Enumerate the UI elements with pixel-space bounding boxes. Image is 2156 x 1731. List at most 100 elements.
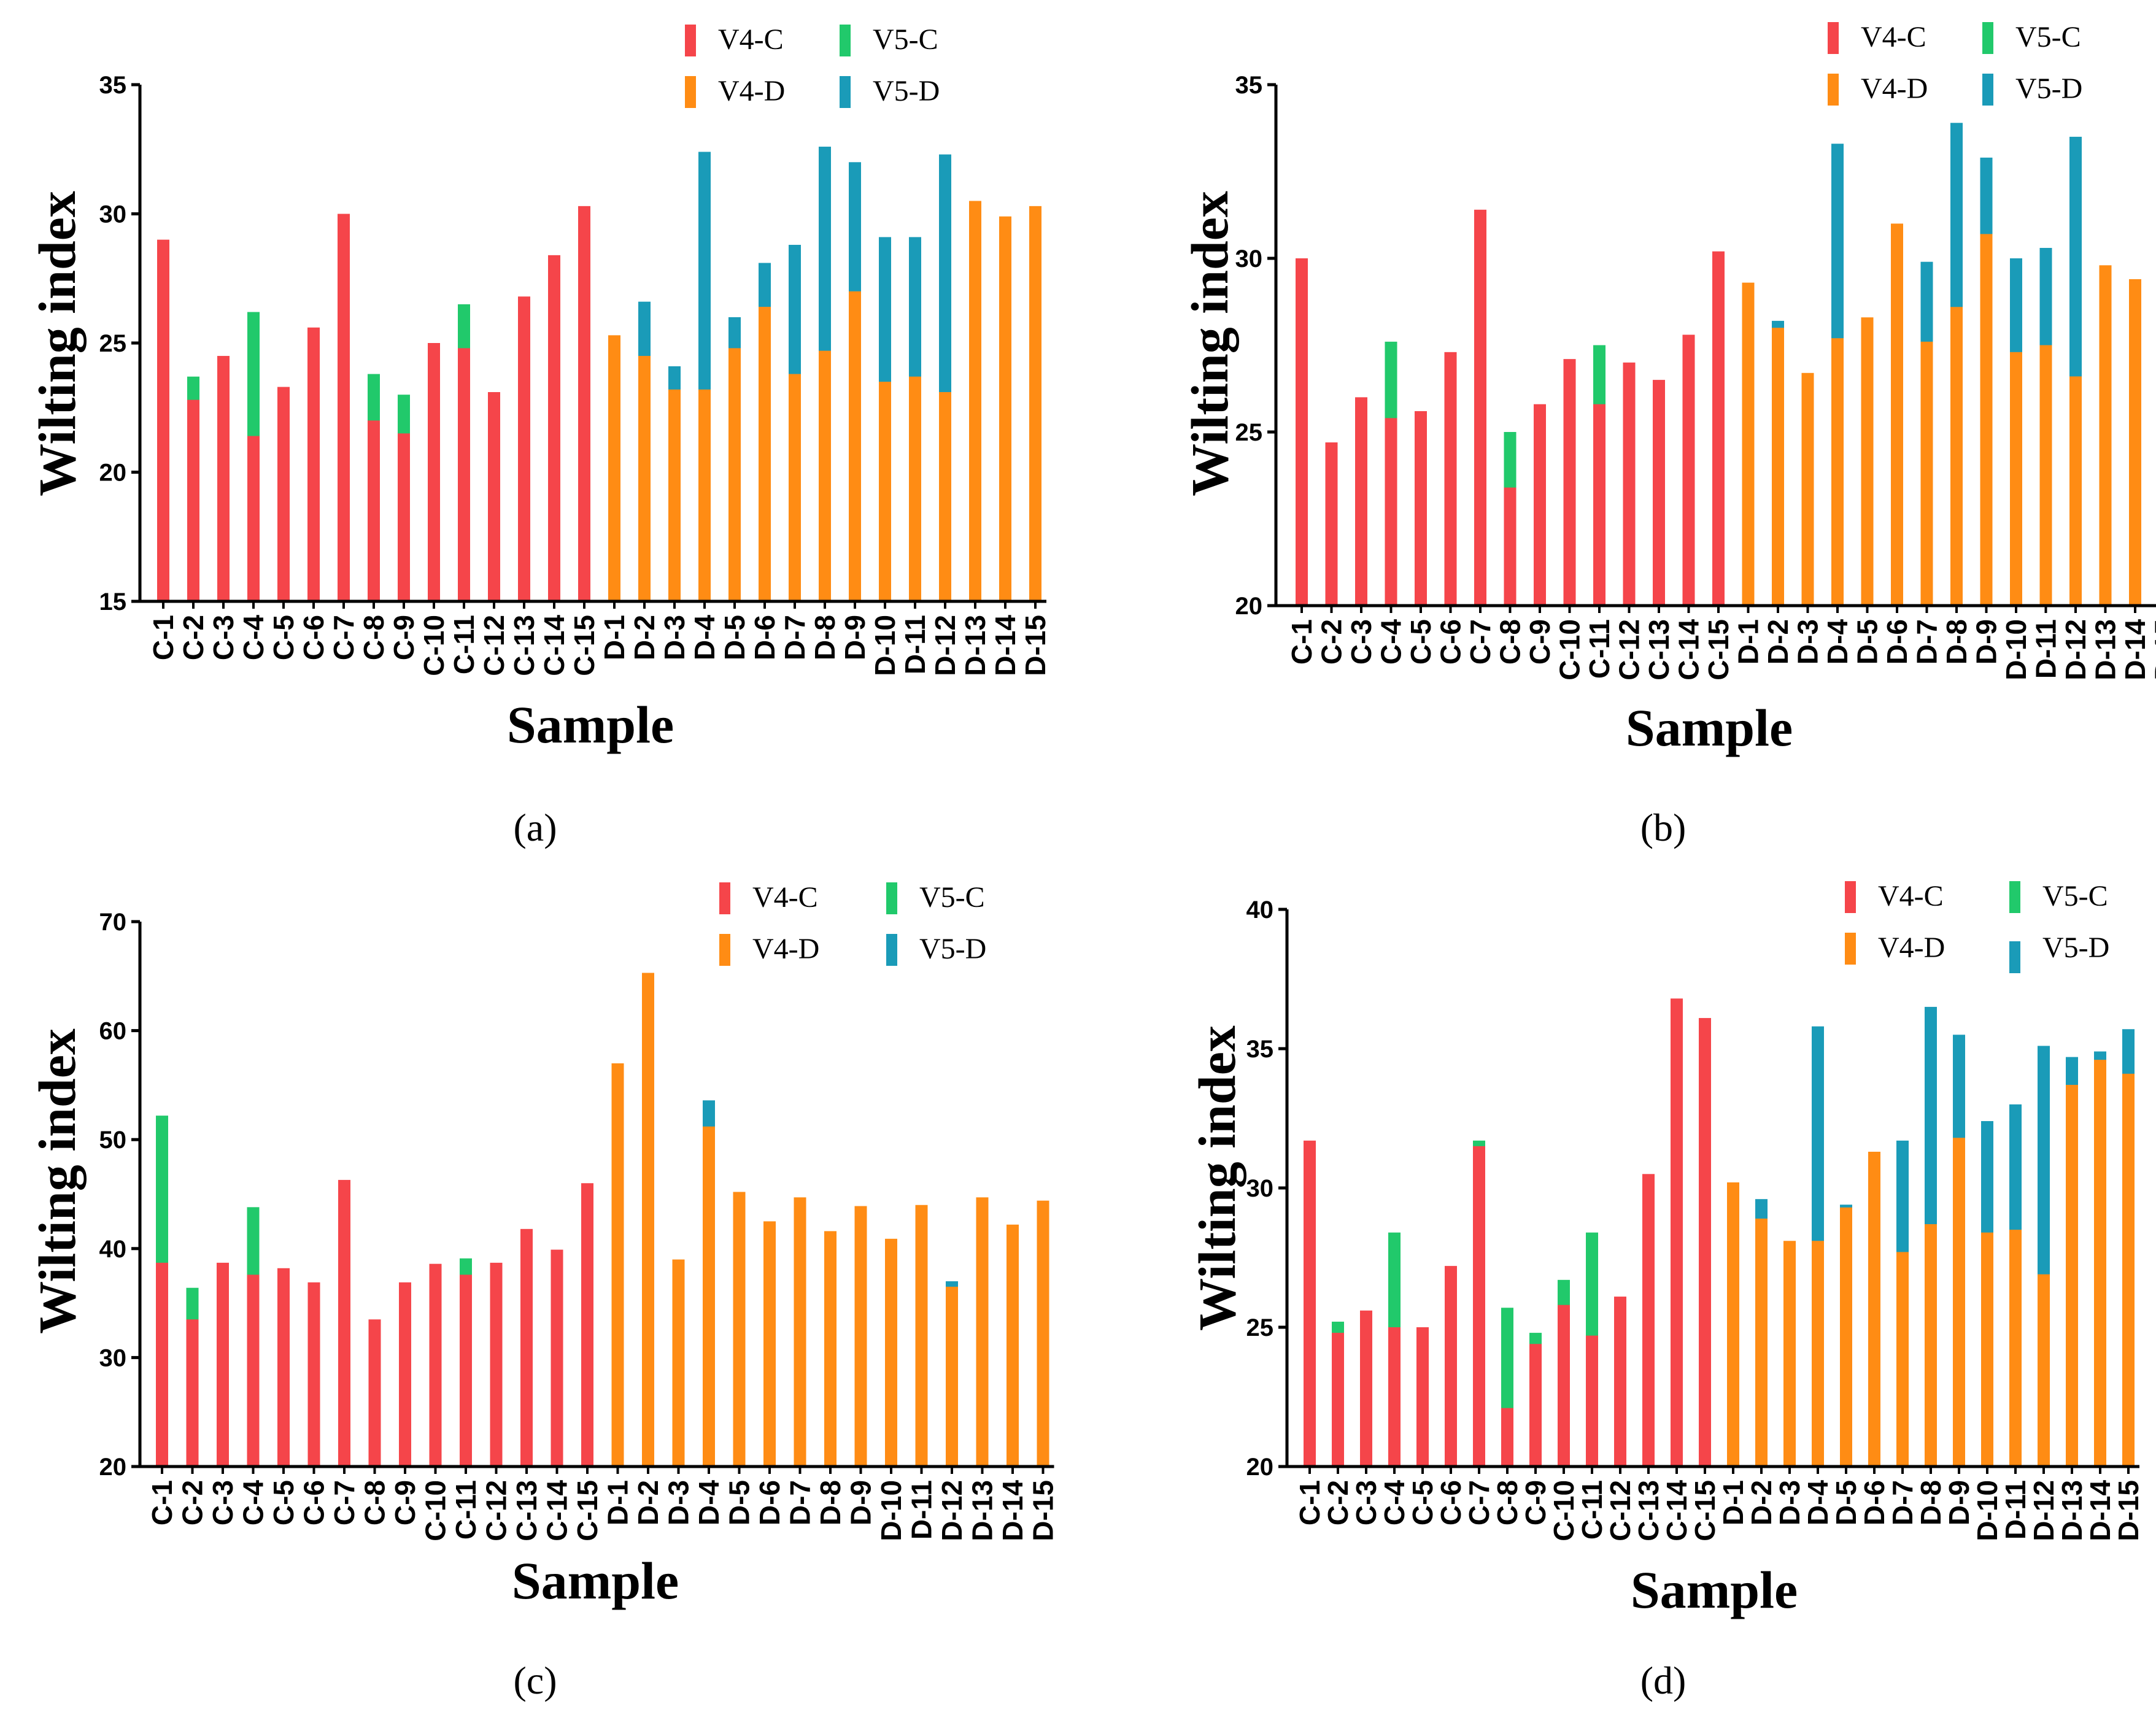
legend-label: V5-D <box>2042 931 2109 964</box>
bar-D-10-V4-D <box>2010 352 2022 606</box>
x-tick-label: D-5 <box>1830 1480 1862 1525</box>
bar-D-4-V4-D <box>698 389 711 601</box>
bar-C-7-V4-C <box>1473 1146 1485 1467</box>
legend-swatch <box>840 25 851 56</box>
x-tick-label: C-9 <box>1520 1480 1551 1525</box>
y-tick-label: 30 <box>1235 245 1263 272</box>
x-tick-label: C-1 <box>1286 619 1318 665</box>
bar-D-1-V4-D <box>608 335 620 601</box>
legend-entry-V4-C: V4-C <box>685 23 784 56</box>
bar-C-13-V4-C <box>520 1228 533 1467</box>
bar-D-15-V4-D <box>2122 1073 2135 1467</box>
legend-label: V5-C <box>2015 21 2081 53</box>
x-axis-title: Sample <box>1626 698 1793 757</box>
x-tick-label: C-5 <box>268 1480 299 1525</box>
legend-label: V4-C <box>718 23 784 56</box>
bar-D-12-V4-D <box>2038 1274 2050 1467</box>
bar-C-1-V4-C <box>1304 1140 1316 1467</box>
bar-D-9-V4-D <box>1953 1138 1965 1467</box>
x-tick-label: C-2 <box>1316 619 1348 665</box>
legend-swatch <box>2009 941 2020 973</box>
bar-C-13-V4-C <box>518 296 530 601</box>
legend-entry-V5-D: V5-D <box>2009 931 2109 973</box>
bar-D-6-V4-D <box>1891 223 1903 606</box>
x-tick-label: D-9 <box>1971 619 2003 665</box>
x-tick-label: C-9 <box>388 615 420 660</box>
bar-C-8-V4-C <box>1504 487 1517 606</box>
bar-D-8-V4-D <box>1925 1224 1937 1467</box>
y-tick-label: 50 <box>99 1127 127 1154</box>
x-tick-label: D-10 <box>2000 619 2032 680</box>
bar-D-14-V4-D <box>2094 1060 2106 1467</box>
x-tick-label: D-14 <box>2084 1480 2116 1541</box>
x-tick-label: D-1 <box>1717 1480 1749 1525</box>
y-tick-label: 25 <box>99 330 127 357</box>
x-tick-label: D-15 <box>2149 619 2156 680</box>
x-tick-label: D-13 <box>967 1480 999 1541</box>
x-tick-label: C-15 <box>571 1480 603 1541</box>
legend-swatch <box>1828 22 1839 54</box>
bar-C-1-V4-C <box>157 239 169 602</box>
bar-C-3-V4-C <box>1355 397 1367 606</box>
y-tick-label: 30 <box>1246 1175 1274 1202</box>
legend-entry-V5-C: V5-C <box>2009 880 2108 913</box>
x-tick-label: C-2 <box>177 615 209 660</box>
bar-C-5-V4-C <box>1415 411 1427 606</box>
x-tick-label: C-4 <box>1375 619 1407 665</box>
bar-D-12-V4-D <box>939 391 951 601</box>
y-tick-label: 20 <box>1246 1454 1274 1481</box>
x-tick-label: C-11 <box>1583 619 1615 679</box>
x-tick-label: D-1 <box>1733 619 1764 665</box>
legend-label: V4-C <box>1878 880 1944 912</box>
x-tick-label: D-2 <box>1762 619 1794 665</box>
legend-swatch <box>1982 74 1993 106</box>
panel-label: (d) <box>1640 1659 1687 1702</box>
bar-D-10-V4-D <box>879 382 891 601</box>
bar-D-3-V4-D <box>672 1259 685 1467</box>
x-tick-label: C-10 <box>1548 1480 1580 1541</box>
bar-C-15-V4-C <box>581 1183 593 1467</box>
x-tick-label: C-7 <box>328 615 360 660</box>
x-tick-label: C-3 <box>1345 619 1377 665</box>
x-tick-label: C-14 <box>1673 619 1705 680</box>
x-tick-label: C-12 <box>1613 619 1645 680</box>
bar-C-2-V4-C <box>1332 1333 1344 1467</box>
legend-swatch <box>1845 881 1856 913</box>
panel-label: (c) <box>513 1659 557 1702</box>
bar-D-15-V4-D <box>1029 206 1041 601</box>
chart-c: C-1C-2C-3C-4C-5C-6C-7C-8C-9C-10C-11C-12C… <box>28 881 1059 1702</box>
x-tick-label: C-5 <box>1405 619 1437 665</box>
bar-C-9-V4-C <box>1529 1344 1542 1467</box>
x-tick-label: C-13 <box>1632 1480 1664 1541</box>
legend-label: V4-D <box>718 75 785 107</box>
x-tick-label: D-14 <box>2119 619 2151 680</box>
x-tick-label: D-6 <box>1881 619 1913 665</box>
bar-C-4-V4-C <box>1385 418 1397 606</box>
bar-D-12-V4-D <box>946 1286 958 1467</box>
x-tick-label: C-8 <box>1494 619 1526 665</box>
x-tick-label: C-15 <box>568 615 600 676</box>
x-tick-label: D-15 <box>2112 1480 2144 1541</box>
x-tick-label: C-3 <box>207 1480 239 1525</box>
x-tick-label: D-11 <box>2030 619 2062 679</box>
x-tick-label: D-13 <box>959 615 991 676</box>
x-tick-label: D-13 <box>2090 619 2122 680</box>
x-tick-label: C-15 <box>1702 619 1734 680</box>
bar-D-2-V4-D <box>638 356 651 601</box>
y-axis-title: Wilting index <box>28 191 87 496</box>
bar-D-10-V4-D <box>1981 1232 1993 1467</box>
x-tick-label: D-5 <box>724 1480 755 1525</box>
x-tick-label: C-8 <box>358 615 390 660</box>
x-tick-label: C-6 <box>1435 1480 1467 1525</box>
bar-D-8-V4-D <box>1950 307 1963 606</box>
legend-swatch <box>719 882 730 914</box>
bar-C-15-V4-C <box>1712 251 1725 606</box>
x-tick-label: C-12 <box>478 615 510 676</box>
x-tick-label: C-14 <box>538 615 570 676</box>
bar-D-1-V4-D <box>1727 1182 1739 1467</box>
bar-C-3-V4-C <box>1360 1310 1372 1467</box>
bar-D-4-V4-D <box>1831 338 1844 606</box>
x-tick-label: C-2 <box>1322 1480 1354 1525</box>
y-tick-label: 25 <box>1246 1314 1274 1341</box>
legend-entry-V4-D: V4-D <box>1845 931 1945 965</box>
